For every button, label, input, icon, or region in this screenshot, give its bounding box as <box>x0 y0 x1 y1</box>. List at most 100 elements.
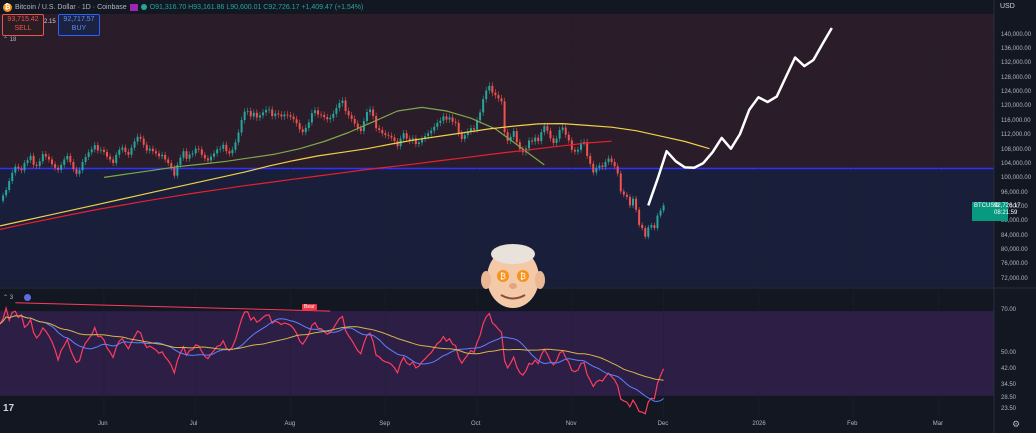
candle[interactable] <box>491 85 494 93</box>
candle[interactable] <box>430 130 433 134</box>
candle[interactable] <box>35 164 38 166</box>
candle[interactable] <box>271 109 274 117</box>
candle[interactable] <box>50 159 53 165</box>
candle[interactable] <box>200 149 203 155</box>
candle[interactable] <box>595 167 598 173</box>
candle[interactable] <box>656 215 659 229</box>
candle[interactable] <box>228 151 231 154</box>
candle[interactable] <box>99 149 102 151</box>
candle[interactable] <box>583 141 586 143</box>
candle[interactable] <box>546 126 549 131</box>
candle[interactable] <box>38 161 41 166</box>
candle[interactable] <box>638 209 641 225</box>
candle[interactable] <box>549 130 552 139</box>
candle[interactable] <box>106 151 109 157</box>
candle[interactable] <box>29 155 32 161</box>
candle[interactable] <box>317 110 320 115</box>
candle[interactable] <box>531 140 534 142</box>
candle[interactable] <box>139 136 142 139</box>
candle[interactable] <box>133 141 136 148</box>
candle[interactable] <box>237 132 240 143</box>
candle[interactable] <box>610 158 613 162</box>
candle[interactable] <box>90 149 93 153</box>
candle[interactable] <box>580 142 583 150</box>
candle[interactable] <box>93 145 96 150</box>
candle[interactable] <box>261 112 264 116</box>
candle[interactable] <box>537 137 540 142</box>
candle[interactable] <box>118 149 121 155</box>
candle[interactable] <box>17 166 20 169</box>
candle[interactable] <box>619 173 622 192</box>
candle[interactable] <box>405 133 408 139</box>
candle[interactable] <box>112 159 115 164</box>
candle[interactable] <box>197 148 200 150</box>
candle[interactable] <box>622 191 625 195</box>
candle[interactable] <box>372 109 375 117</box>
candle[interactable] <box>304 127 307 133</box>
candle[interactable] <box>552 138 555 143</box>
candle[interactable] <box>66 155 69 160</box>
candle[interactable] <box>512 131 515 137</box>
candle[interactable] <box>479 112 482 121</box>
candle[interactable] <box>176 164 179 176</box>
gear-icon[interactable]: ⚙ <box>1012 419 1021 429</box>
candle[interactable] <box>457 122 460 134</box>
candle[interactable] <box>424 136 427 139</box>
candle[interactable] <box>44 154 47 157</box>
flag-icon[interactable] <box>129 3 138 11</box>
candle[interactable] <box>8 181 11 191</box>
candle[interactable] <box>255 112 258 118</box>
candle[interactable] <box>341 100 344 104</box>
candle[interactable] <box>154 151 157 154</box>
candle[interactable] <box>506 132 509 141</box>
candle[interactable] <box>601 165 604 168</box>
candle[interactable] <box>338 103 341 109</box>
candle[interactable] <box>127 151 130 155</box>
candle[interactable] <box>130 147 133 155</box>
candle[interactable] <box>469 128 472 132</box>
candle[interactable] <box>185 151 188 159</box>
candle[interactable] <box>408 138 411 141</box>
candle[interactable] <box>476 120 479 130</box>
candle[interactable] <box>222 144 225 149</box>
candle[interactable] <box>54 164 57 168</box>
candle[interactable] <box>286 114 289 116</box>
candle[interactable] <box>378 128 381 131</box>
candle[interactable] <box>249 110 252 117</box>
candle[interactable] <box>564 127 567 135</box>
candle[interactable] <box>274 113 277 117</box>
candle[interactable] <box>369 109 372 113</box>
candle[interactable] <box>72 161 75 170</box>
candle[interactable] <box>121 147 124 150</box>
candle[interactable] <box>613 161 616 167</box>
candle[interactable] <box>191 153 194 155</box>
candle[interactable] <box>173 167 176 176</box>
candle[interactable] <box>421 138 424 143</box>
candle[interactable] <box>145 144 148 151</box>
candle[interactable] <box>356 123 359 129</box>
candle[interactable] <box>206 158 209 161</box>
candle[interactable] <box>5 190 8 196</box>
candle[interactable] <box>500 98 503 102</box>
candle[interactable] <box>182 151 185 158</box>
candle[interactable] <box>225 144 228 152</box>
candle[interactable] <box>353 118 356 124</box>
candle[interactable] <box>307 122 310 128</box>
candle[interactable] <box>604 161 607 168</box>
candle[interactable] <box>78 170 81 174</box>
candle[interactable] <box>607 158 610 162</box>
candle[interactable] <box>442 116 445 121</box>
candle[interactable] <box>20 168 23 171</box>
candle[interactable] <box>509 136 512 141</box>
candle[interactable] <box>280 114 283 117</box>
candle[interactable] <box>347 110 350 116</box>
candle[interactable] <box>448 117 451 120</box>
candle[interactable] <box>592 163 595 173</box>
candle[interactable] <box>170 163 173 168</box>
candle[interactable] <box>561 127 564 131</box>
candle[interactable] <box>320 114 323 116</box>
candle[interactable] <box>558 130 561 139</box>
candle[interactable] <box>323 114 326 118</box>
rsi-panel[interactable] <box>0 302 665 415</box>
candle[interactable] <box>653 225 656 229</box>
